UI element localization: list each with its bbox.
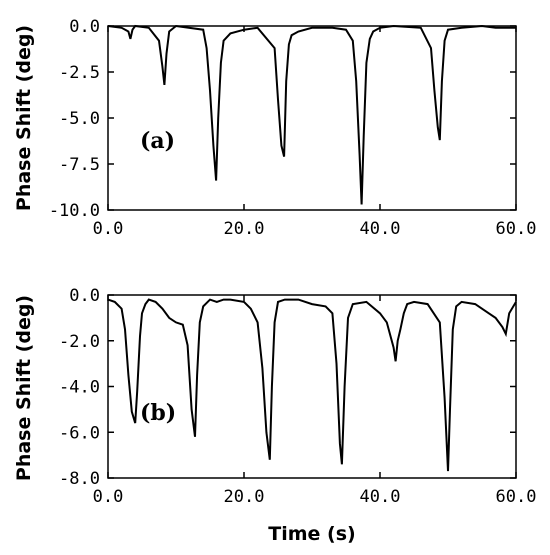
chart-b: 0.0 20.0 40.0 60.0 0.0-2.0-4.0-6.0-8.0 (b) … <box>13 286 536 545</box>
chart-b-y-tick-label: 0.0 <box>69 286 100 306</box>
chart-b-x-tick-label: 60.0 <box>496 487 537 507</box>
chart-a-x-ticks: 0.0 20.0 40.0 60.0 <box>93 26 537 239</box>
chart-a-x-tick-label: 40.0 <box>360 219 401 239</box>
chart-b-x-tick-label: 40.0 <box>360 487 401 507</box>
chart-a-series-line <box>107 24 516 205</box>
chart-a-y-axis-title: Phase Shift (deg) <box>13 25 35 211</box>
chart-a-x-tick-label: 0.0 <box>93 219 124 239</box>
chart-a-y-tick-label: -10.0 <box>49 201 100 221</box>
chart-b-x-tick-label: 20.0 <box>224 487 265 507</box>
chart-b-y-tick-label: -2.0 <box>59 332 100 352</box>
chart-b-y-tick-label: -6.0 <box>59 423 100 443</box>
chart-a-x-tick-label: 60.0 <box>496 219 537 239</box>
chart-a: 0.0 20.0 40.0 60.0 0.0 -2.5 -5.0 -7.5 -10.0 (a)… <box>13 17 536 239</box>
chart-b-x-axis-title: Time (s) <box>268 523 355 545</box>
chart-b-y-tick-label: -8.0 <box>59 469 100 489</box>
chart-a-y-tick-label: -5.0 <box>59 109 100 129</box>
chart-a-y-tick-label: -2.5 <box>59 63 100 83</box>
chart-a-y-tick-label: -7.5 <box>59 155 100 175</box>
chart-a-panel-label: (a) <box>140 128 175 154</box>
chart-b-y-ticks: 0.0 -2.0 -4.0 -6.0 -8.0 <box>59 286 516 489</box>
chart-b-y-tick-label: -4.0 <box>59 378 100 398</box>
chart-a-y-tick-label: 0.0 <box>69 17 100 37</box>
chart-b-y-axis-title: Phase Shift (deg) <box>13 295 35 481</box>
chart-b-series-line <box>107 298 517 472</box>
chart-b-x-ticks: 0.0 20.0 40.0 60.0 <box>93 295 537 507</box>
chart-a-plot-frame <box>107 25 517 211</box>
chart-b-x-tick-label: 0.0 <box>93 487 124 507</box>
chart-b-panel-label: (b) <box>140 400 176 426</box>
chart-a-x-tick-label: 20.0 <box>224 219 265 239</box>
chart-a-y-ticks: 0.0 -2.5 -5.0 -7.5 -10.0 <box>49 17 516 221</box>
